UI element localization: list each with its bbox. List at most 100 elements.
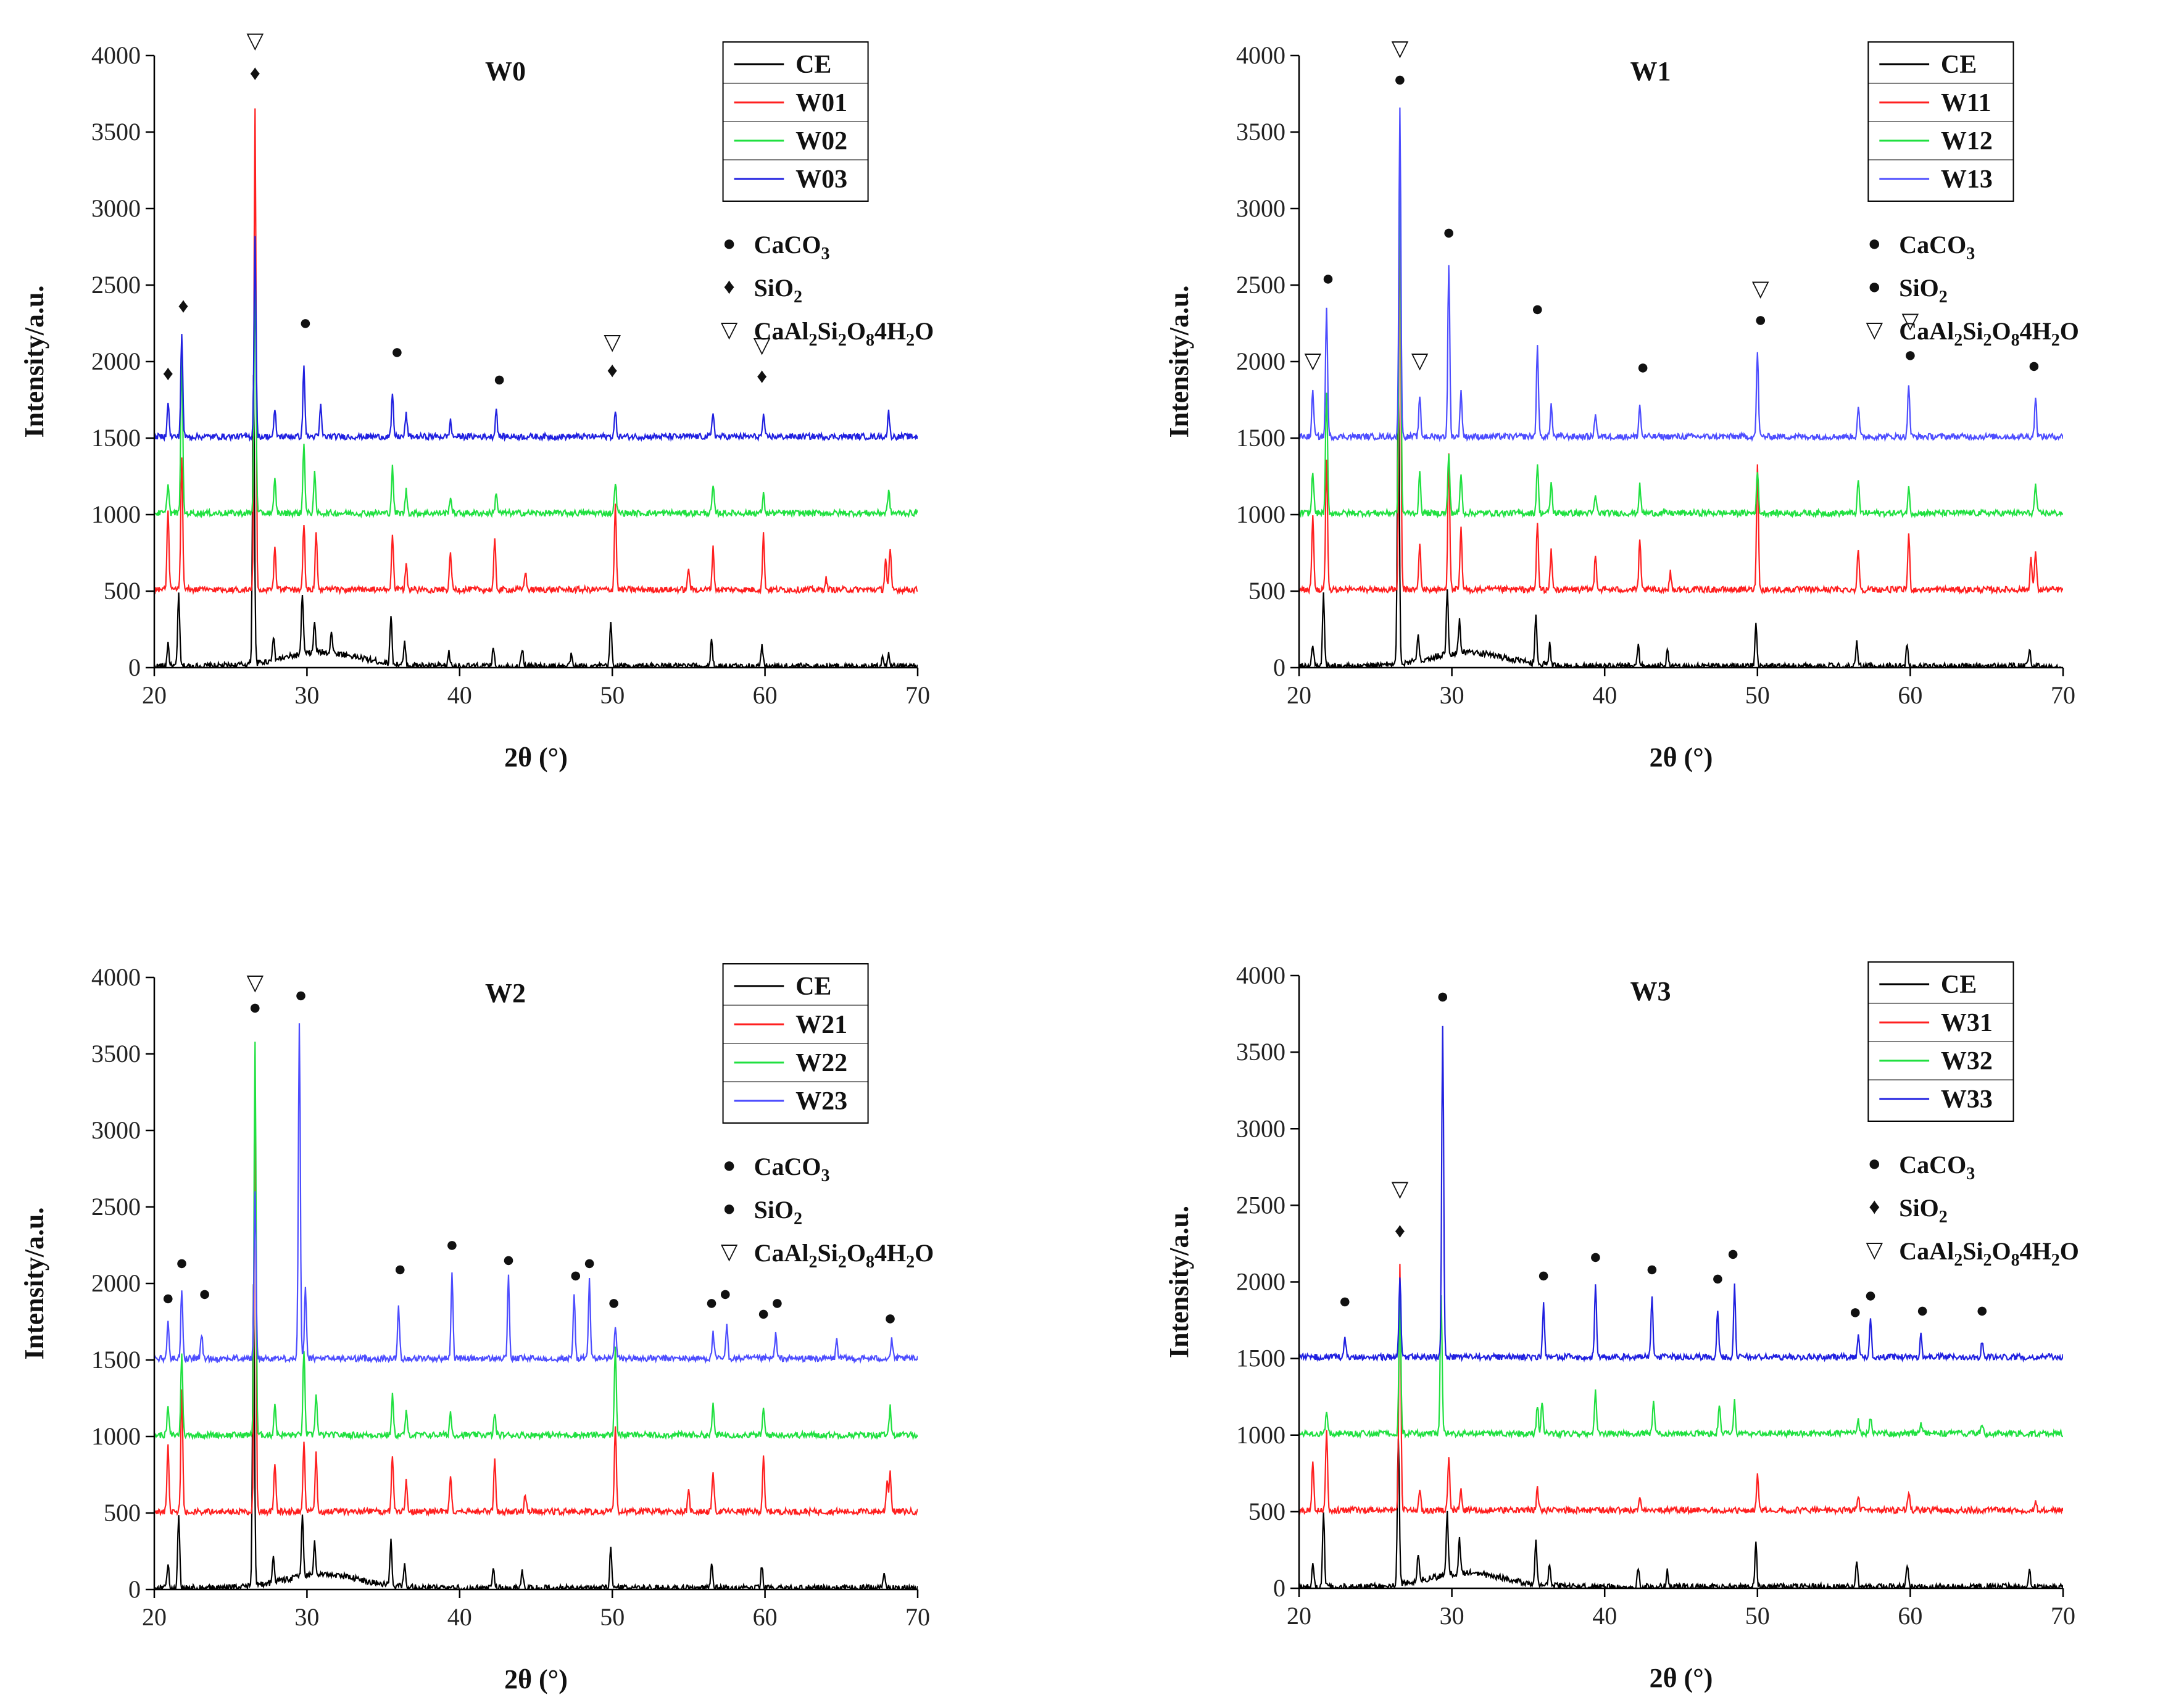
x-tick-label: 30 [1440,681,1464,709]
caco3-marker-icon: ● [1711,1267,1724,1290]
x-axis-label: 2θ (°) [504,742,568,773]
caco3-marker-icon: ● [1637,356,1650,379]
y-tick-label: 500 [104,577,141,605]
x-tick-label: 60 [1898,681,1922,709]
phase-label: SiO2 [754,274,802,307]
phase-marker-icon: ● [1867,1151,1881,1175]
x-tick-label: 40 [1592,681,1617,709]
y-tick-label: 500 [104,1499,141,1527]
y-tick-label: 500 [1248,577,1285,605]
y-axis-label: Intensity/a.u. [1164,1206,1194,1358]
phase-label: CaAl2Si2O84H2O [754,317,934,350]
legend-label-w23: W23 [795,1087,847,1116]
x-tick-label: 30 [294,681,319,709]
x-tick-label: 70 [905,681,930,709]
sio2-marker-icon: ♦ [250,62,260,85]
legend-label-w01: W01 [795,89,847,117]
cas-hydrate-marker-icon: ▽ [1411,348,1429,373]
caco3-marker-icon: ● [570,1264,583,1287]
legend-label-w31: W31 [1941,1009,1993,1037]
chart-title: W3 [1630,976,1671,1006]
legend-label-w02: W02 [795,127,847,155]
phase-marker-icon: ▽ [721,317,738,342]
legend-label-w32: W32 [1941,1047,1993,1076]
caco3-marker-icon: ● [1322,267,1335,290]
phase-label: CaAl2Si2O84H2O [754,1239,934,1272]
caco3-marker-icon: ● [1531,298,1544,321]
y-tick-label: 3000 [91,1116,141,1144]
phase-marker-icon: ▽ [721,1239,738,1264]
phase-label: CaCO3 [754,231,830,263]
x-tick-label: 50 [600,1603,625,1631]
legend-label-w11: W11 [1941,89,1991,117]
sio2-marker-icon: ♦ [757,365,767,388]
cas-hydrate-marker-icon: ▽ [1304,348,1321,373]
x-axis-label: 2θ (°) [504,1664,568,1694]
y-tick-label: 3500 [1236,118,1285,146]
y-tick-label: 3500 [91,1040,141,1068]
caco3-marker-icon: ● [198,1282,211,1305]
cas-hydrate-marker-icon: ▽ [1392,36,1409,60]
caco3-marker-icon: ● [1393,68,1406,91]
caco3-marker-icon: ● [2028,354,2041,377]
x-tick-label: 20 [1287,1602,1311,1630]
series-line-w23 [154,1023,918,1364]
caco3-marker-icon: ● [1436,985,1449,1008]
legend-label-ce: CE [795,51,831,79]
x-tick-label: 60 [753,1603,778,1631]
sio2-marker-icon: ♦ [607,359,618,382]
caco3-marker-icon: ● [175,1252,188,1275]
series-line-w12 [1299,151,2063,519]
sio2-marker-icon: ♦ [1395,1220,1405,1243]
phase-marker-icon: ● [723,1196,736,1221]
caco3-marker-icon: ● [771,1291,784,1314]
caco3-marker-icon: ● [1537,1264,1550,1287]
y-tick-label: 2000 [91,347,141,375]
x-tick-label: 70 [2051,681,2075,709]
y-tick-label: 2500 [91,1193,141,1221]
caco3-marker-icon: ● [884,1307,897,1330]
series-line-w21 [154,1100,918,1517]
y-tick-label: 2000 [1236,1268,1285,1296]
phase-marker-icon: ▽ [1866,1237,1883,1262]
sio2-marker-icon: ♦ [178,295,188,318]
y-tick-label: 3000 [91,194,141,222]
y-tick-label: 0 [1273,1574,1285,1602]
y-tick-label: 1000 [1236,1421,1285,1449]
caco3-marker-icon: ● [446,1233,459,1256]
y-axis-label: Intensity/a.u. [19,1208,49,1360]
y-tick-label: 2500 [91,271,141,299]
x-tick-label: 60 [1898,1602,1922,1630]
caco3-marker-icon: ● [162,1287,175,1310]
legend-label-w22: W22 [795,1049,847,1077]
y-tick-label: 1000 [1236,500,1285,528]
x-tick-label: 20 [142,1603,167,1631]
x-tick-label: 60 [753,681,778,709]
caco3-marker-icon: ● [1849,1301,1862,1324]
x-tick-label: 30 [294,1603,319,1631]
phase-label: SiO2 [1899,1194,1947,1227]
y-tick-label: 0 [1273,653,1285,681]
legend-label-ce: CE [1941,51,1977,79]
xrd-chart-w2: 0 500 1000 1500 2000 2500 3000 3500 4000 20 30 40 50… [19,963,934,1694]
phase-marker-icon: ▽ [1866,317,1883,342]
phase-label: CaAl2Si2O84H2O [1899,1237,2079,1270]
cas-hydrate-marker-icon: ▽ [246,970,264,995]
chart-title: W2 [485,978,526,1008]
legend-label-w33: W33 [1941,1085,1993,1114]
y-tick-label: 2500 [1236,1191,1285,1219]
series-line-w13 [1299,107,2063,442]
x-tick-label: 40 [1592,1602,1617,1630]
legend-label-w21: W21 [795,1011,847,1039]
y-axis-label: Intensity/a.u. [1164,286,1194,438]
caco3-marker-icon: ● [1646,1258,1659,1281]
legend-label-ce: CE [795,972,831,1001]
series-line-w01 [154,108,918,595]
legend-label-w12: W12 [1941,127,1993,155]
y-tick-label: 1000 [91,500,141,528]
x-tick-label: 20 [142,681,167,709]
caco3-marker-icon: ● [394,1258,407,1281]
caco3-marker-icon: ● [1589,1246,1602,1269]
y-tick-label: 0 [128,1575,141,1603]
series-line-w32 [1299,1295,2063,1440]
